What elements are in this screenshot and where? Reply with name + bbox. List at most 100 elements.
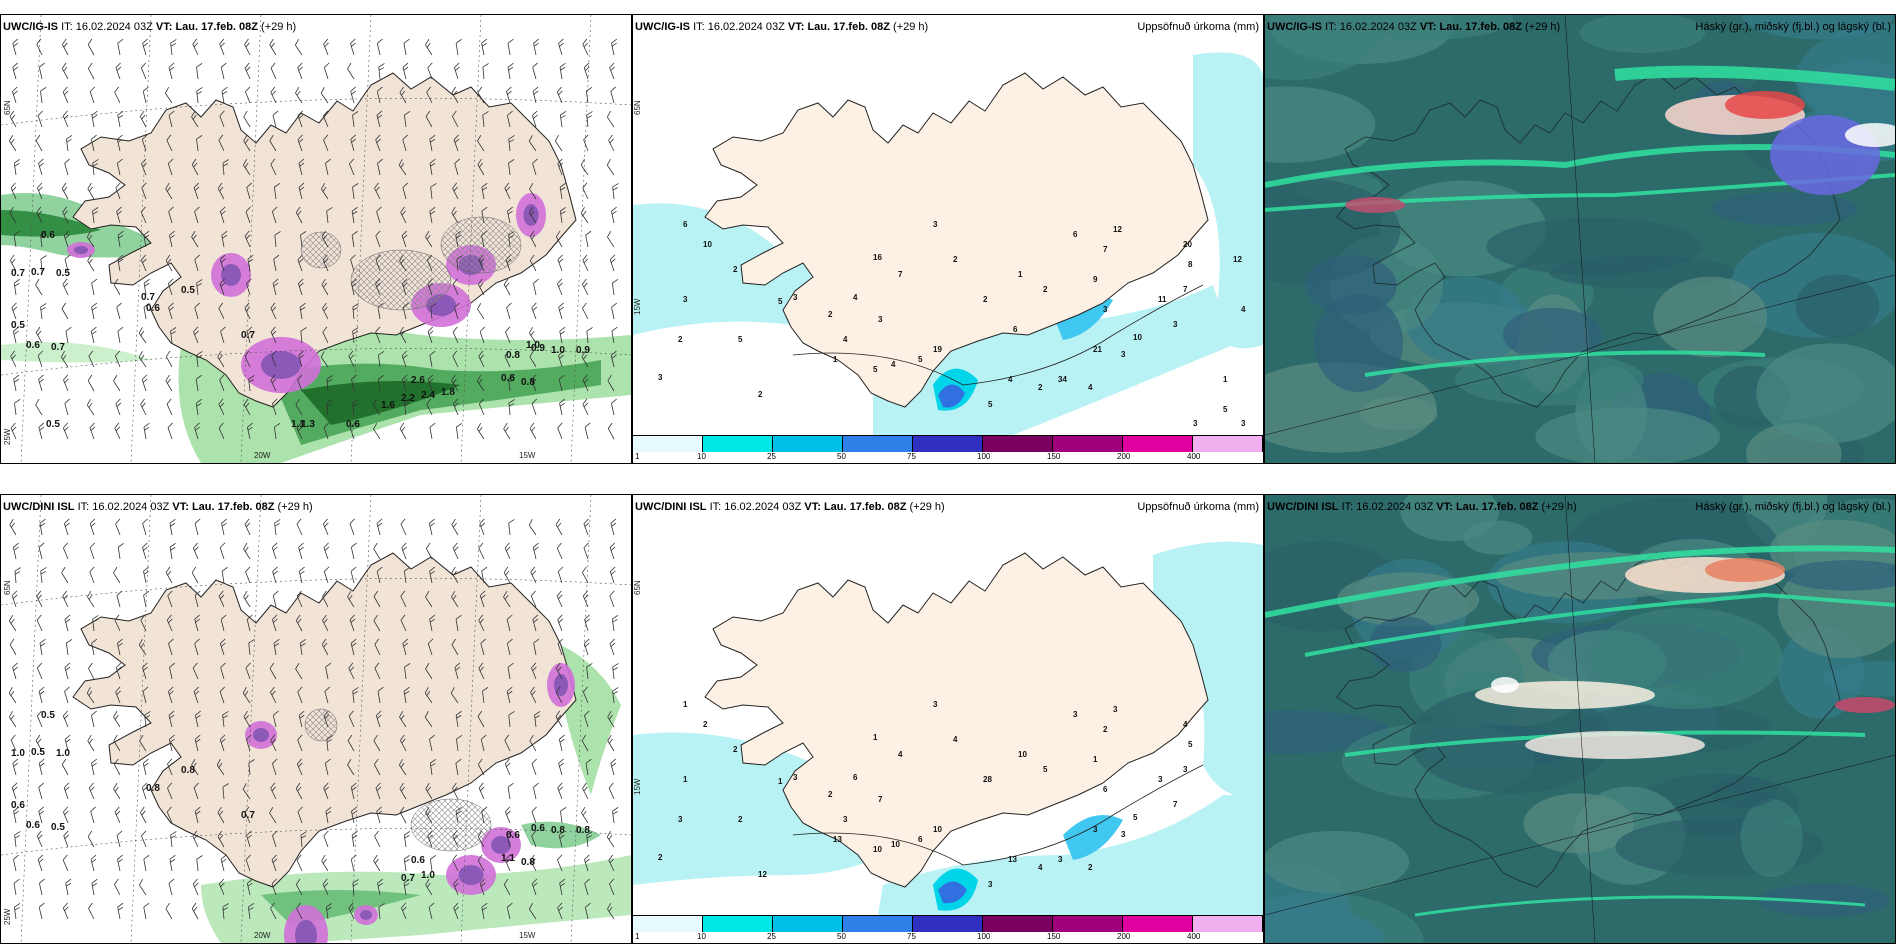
- value-label: 10: [1133, 333, 1142, 342]
- model-name: UWC/DINI ISL: [635, 501, 707, 513]
- wind-barb: [533, 38, 539, 56]
- value-label: 1.3: [301, 419, 315, 430]
- value-label: 3: [1121, 350, 1126, 359]
- wind-barb: [399, 710, 407, 728]
- colorbar-tick-label: 200: [1117, 932, 1131, 941]
- wind-barb: [506, 686, 513, 704]
- wind-barb: [63, 374, 69, 392]
- wind-barb: [11, 302, 18, 320]
- wind-barb: [298, 182, 305, 200]
- wind-barb: [529, 422, 537, 440]
- wind-barb: [116, 590, 123, 608]
- wind-barb: [503, 278, 511, 296]
- wind-barb: [270, 374, 277, 392]
- wind-barb: [269, 806, 277, 824]
- wind-barb: [40, 303, 47, 320]
- value-label: 0.7: [241, 810, 255, 821]
- value-label: 6: [853, 773, 858, 782]
- colorbar-cell: [1193, 916, 1263, 932]
- wind-barb: [297, 806, 303, 824]
- wind-barb: [324, 758, 331, 776]
- wind-barb: [373, 614, 381, 632]
- wind-barb: [165, 374, 173, 392]
- wind-barb: [298, 542, 304, 560]
- value-label: 0.8: [576, 825, 590, 836]
- value-label: 0.8: [521, 857, 535, 868]
- wind-barb: [351, 830, 358, 848]
- wind-barb: [248, 375, 255, 392]
- wind-barb: [87, 62, 95, 80]
- valid-time: Lau. 17.feb. 08Z: [1439, 21, 1522, 33]
- wind-barb: [503, 566, 511, 584]
- high-cloud-patch: [1725, 91, 1805, 119]
- high-cloud-band: [1265, 545, 1895, 618]
- wind-barb: [219, 374, 225, 392]
- wind-barb: [36, 662, 43, 680]
- wind-barb: [191, 158, 199, 176]
- high-cloud-band: [1304, 592, 1895, 657]
- wind-barb: [90, 806, 96, 824]
- wind-barb: [377, 878, 384, 896]
- wind-barb: [90, 134, 97, 152]
- value-label: 6: [683, 220, 688, 229]
- value-label: 0.6: [501, 373, 515, 384]
- wind-barb: [326, 399, 333, 416]
- value-label: 0.6: [146, 303, 160, 314]
- wind-barb: [218, 590, 225, 608]
- value-label: 7: [878, 795, 883, 804]
- graticule-line: [1265, 495, 1895, 943]
- wind-barb: [424, 687, 433, 704]
- value-label: 1.1: [501, 853, 515, 864]
- wind-barb: [375, 278, 381, 296]
- wind-barb: [86, 231, 95, 248]
- wind-barb: [219, 878, 225, 896]
- wind-barb: [531, 878, 538, 896]
- colorbar-cell: [843, 916, 913, 932]
- wind-barb: [529, 206, 537, 224]
- wind-barb: [168, 62, 175, 80]
- value-label: 3: [878, 315, 883, 324]
- wind-barb: [455, 422, 463, 440]
- wind-barb: [168, 878, 175, 896]
- high-cloud-patch: [1835, 697, 1895, 713]
- wind-barb: [481, 206, 488, 224]
- wind-barb: [248, 759, 255, 776]
- wind-barb: [245, 206, 251, 224]
- wind-barb: [169, 854, 176, 872]
- wind-barb: [505, 854, 511, 872]
- wind-barb: [88, 782, 95, 800]
- value-label: 2.2: [401, 393, 415, 404]
- wind-barb: [269, 662, 277, 680]
- wind-barb: [61, 62, 69, 80]
- graticule-line: [1, 348, 631, 376]
- wind-barb: [481, 182, 488, 200]
- wind-barb: [60, 351, 69, 368]
- wind-barb: [114, 806, 121, 824]
- wind-barb: [555, 662, 563, 680]
- value-label: 0.5: [46, 419, 60, 430]
- wind-barb: [300, 327, 307, 344]
- colorbar-cell: [913, 436, 983, 452]
- lat-label: 65N: [3, 100, 12, 115]
- value-label: 4: [953, 735, 958, 744]
- wind-barb: [246, 182, 252, 200]
- mid-cloud-patch: [1740, 798, 1803, 877]
- wind-barb: [349, 422, 356, 440]
- colorbar-cell: [633, 436, 703, 452]
- wind-barb: [348, 902, 355, 920]
- wind-barb: [89, 518, 96, 536]
- value-label: 3: [1121, 830, 1126, 839]
- wind-barb: [481, 230, 488, 248]
- wind-barb: [375, 326, 381, 344]
- wind-barb: [400, 734, 407, 752]
- wind-barb: [298, 350, 304, 368]
- wind-barb: [218, 302, 225, 320]
- wind-barb: [608, 854, 615, 872]
- wind-barb: [117, 902, 124, 920]
- wind-barb: [505, 806, 511, 824]
- colorbar-tick-label: 1: [635, 452, 640, 461]
- wind-barb: [398, 159, 407, 176]
- wind-barb: [61, 302, 69, 320]
- wind-barb: [530, 590, 537, 608]
- panel-header: UWC/DINI ISL IT: 16.02.2024 03Z VT: Lau.…: [3, 501, 313, 513]
